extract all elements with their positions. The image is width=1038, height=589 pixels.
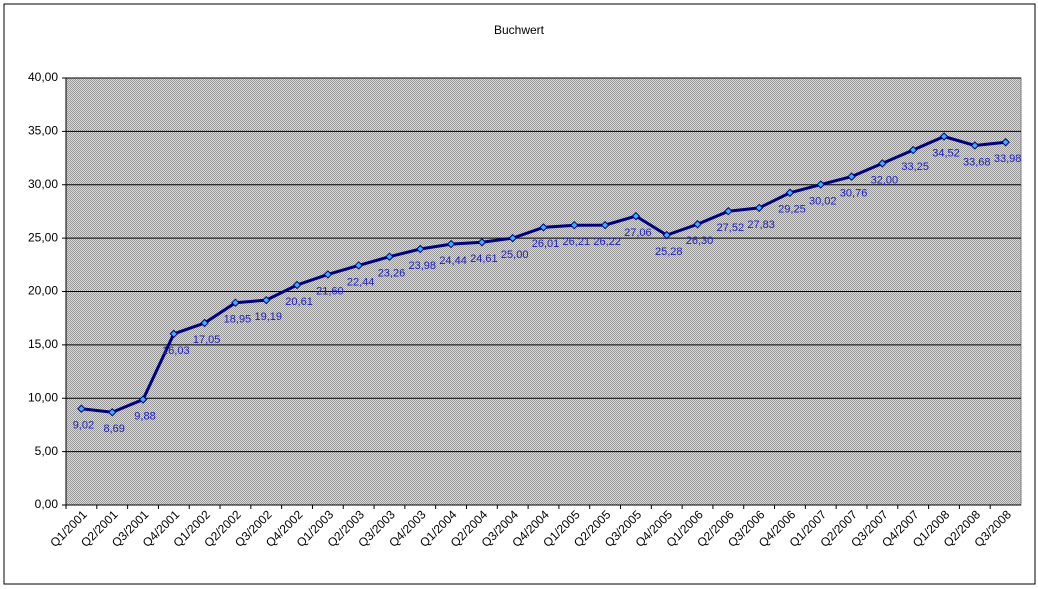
- data-label: 27,52: [717, 222, 745, 234]
- data-label: 32,00: [871, 174, 899, 186]
- data-label: 29,25: [778, 204, 806, 216]
- data-label: 26,22: [593, 236, 621, 248]
- data-label: 26,01: [532, 238, 560, 250]
- data-point: [292, 280, 302, 290]
- data-point: [477, 238, 487, 247]
- data-label: 33,98: [994, 153, 1022, 165]
- data-label: 22,44: [347, 276, 375, 288]
- y-tick-label: 5,00: [35, 444, 59, 458]
- data-label: 24,44: [439, 255, 467, 267]
- y-tick-label: 15,00: [28, 337, 58, 351]
- data-label: 20,61: [285, 296, 313, 308]
- data-point: [231, 298, 240, 307]
- data-label: 30,02: [809, 195, 837, 207]
- data-label: 27,06: [624, 227, 652, 239]
- data-point: [878, 159, 887, 168]
- data-point: [508, 233, 517, 243]
- data-point: [138, 395, 148, 404]
- data-point: [446, 239, 456, 249]
- data-point: [200, 318, 209, 328]
- data-point: [970, 141, 979, 150]
- data-label: 27,83: [747, 219, 775, 231]
- data-point: [169, 329, 179, 339]
- data-label: 33,25: [901, 161, 929, 173]
- data-point: [847, 172, 856, 181]
- data-label: 26,30: [686, 235, 714, 247]
- data-label: 9,02: [73, 420, 94, 432]
- data-label: 30,76: [840, 188, 868, 200]
- data-label: 18,95: [224, 314, 252, 326]
- data-point: [816, 180, 825, 189]
- data-label: 25,28: [655, 246, 683, 258]
- data-point: [385, 252, 394, 261]
- data-point: [262, 295, 271, 305]
- y-tick-label: 30,00: [28, 177, 58, 191]
- y-tick-label: 35,00: [28, 124, 58, 138]
- data-point: [539, 223, 548, 232]
- data-label: 33,68: [963, 156, 991, 168]
- data-label: 34,52: [932, 147, 960, 159]
- data-point: [662, 230, 671, 240]
- data-label: 19,19: [254, 311, 282, 323]
- data-point: [724, 207, 733, 216]
- data-point: [754, 203, 764, 213]
- data-label: 9,88: [134, 410, 155, 422]
- data-point: [785, 188, 795, 197]
- data-label: 23,26: [378, 268, 406, 280]
- data-label: 24,61: [470, 253, 498, 265]
- data-label: 26,21: [563, 236, 591, 248]
- data-point: [108, 408, 117, 417]
- data-label: 17,05: [193, 334, 221, 346]
- data-label: 8,69: [103, 423, 124, 435]
- data-point: [1001, 138, 1010, 147]
- data-label: 25,00: [501, 249, 529, 261]
- data-point: [908, 145, 918, 155]
- data-label: 16,03: [162, 345, 190, 357]
- data-label: 23,98: [409, 260, 437, 272]
- y-tick-label: 10,00: [28, 390, 58, 404]
- data-point: [570, 221, 579, 230]
- data-label: 21,60: [316, 285, 344, 297]
- y-tick-label: 0,00: [35, 497, 59, 511]
- chart-title: Buchwert: [494, 23, 545, 37]
- data-point: [416, 244, 425, 254]
- data-point: [939, 132, 949, 141]
- y-tick-label: 40,00: [28, 70, 58, 84]
- data-point: [631, 211, 641, 221]
- data-point: [354, 261, 363, 270]
- y-tick-label: 20,00: [28, 284, 58, 298]
- data-point: [693, 220, 702, 229]
- data-point: [77, 404, 86, 413]
- y-tick-label: 25,00: [28, 230, 58, 244]
- data-point: [600, 220, 610, 230]
- data-point: [323, 270, 333, 279]
